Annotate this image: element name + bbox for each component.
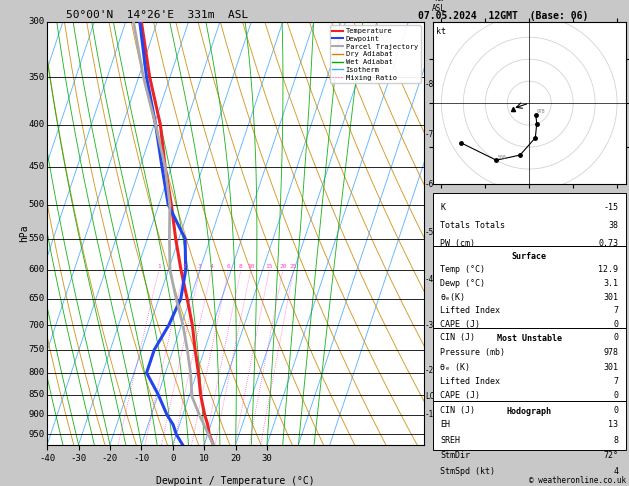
Text: 301: 301 (603, 293, 618, 301)
Text: km
ASL: km ASL (432, 0, 446, 14)
Text: CAPE (J): CAPE (J) (440, 391, 481, 400)
Text: 4: 4 (613, 467, 618, 476)
Text: 0: 0 (613, 391, 618, 400)
Text: 700: 700 (28, 321, 44, 330)
Text: EH: EH (440, 420, 450, 429)
Text: 38: 38 (608, 221, 618, 230)
Text: Dewpoint / Temperature (°C): Dewpoint / Temperature (°C) (156, 476, 315, 486)
Text: © weatheronline.co.uk: © weatheronline.co.uk (529, 476, 626, 485)
Text: 07.05.2024  12GMT  (Base: 06): 07.05.2024 12GMT (Base: 06) (418, 11, 589, 21)
Text: 800: 800 (28, 368, 44, 377)
Text: θₑ (K): θₑ (K) (440, 363, 470, 372)
Text: PW (cm): PW (cm) (440, 239, 476, 248)
Text: hPa: hPa (19, 225, 30, 242)
Text: -6: -6 (425, 179, 434, 189)
Text: Surface: Surface (512, 252, 547, 261)
Text: -5: -5 (425, 227, 434, 237)
Text: CAPE (J): CAPE (J) (440, 320, 481, 329)
Text: 1: 1 (157, 263, 160, 269)
Text: LCL: LCL (425, 392, 438, 401)
Text: Mixing Ratio (g/kg): Mixing Ratio (g/kg) (503, 232, 511, 319)
Text: 0: 0 (613, 406, 618, 415)
Text: 350: 350 (28, 72, 44, 82)
Text: CIN (J): CIN (J) (440, 406, 476, 415)
Text: Temp (°C): Temp (°C) (440, 265, 486, 274)
Text: 13: 13 (608, 420, 618, 429)
Bar (433, 328, 626, 400)
Text: 50°00'N  14°26'E  331m  ASL: 50°00'N 14°26'E 331m ASL (66, 10, 248, 20)
Text: 600: 600 (28, 265, 44, 275)
Text: Lifted Index: Lifted Index (440, 377, 500, 386)
Legend: Temperature, Dewpoint, Parcel Trajectory, Dry Adiabat, Wet Adiabat, Isotherm, Mi: Temperature, Dewpoint, Parcel Trajectory… (330, 25, 421, 83)
Text: -7: -7 (425, 130, 434, 139)
Text: K: K (440, 203, 445, 212)
Text: 900: 900 (28, 411, 44, 419)
Text: 978: 978 (603, 348, 618, 357)
Text: 550: 550 (28, 234, 44, 243)
Text: 20: 20 (279, 263, 287, 269)
Text: 300: 300 (28, 17, 44, 26)
Text: 3.1: 3.1 (603, 279, 618, 288)
Text: 650: 650 (28, 294, 44, 303)
Text: Most Unstable: Most Unstable (497, 334, 562, 343)
Text: 8: 8 (239, 263, 243, 269)
Text: 72°: 72° (603, 451, 618, 461)
Text: Dewp (°C): Dewp (°C) (440, 279, 486, 288)
Text: 25: 25 (290, 263, 298, 269)
Text: 4: 4 (209, 263, 213, 269)
Text: Totals Totals: Totals Totals (440, 221, 505, 230)
Bar (433, 400, 626, 450)
Text: 978: 978 (537, 109, 546, 114)
Text: -4: -4 (425, 275, 434, 284)
Bar (433, 193, 626, 245)
Text: 0: 0 (613, 333, 618, 342)
Text: CIN (J): CIN (J) (440, 333, 476, 342)
Text: 6: 6 (226, 263, 230, 269)
Text: kt: kt (437, 27, 447, 36)
Text: StmDir: StmDir (440, 451, 470, 461)
Text: -15: -15 (603, 203, 618, 212)
Text: 0.73: 0.73 (598, 239, 618, 248)
Text: 2: 2 (182, 263, 186, 269)
Text: 10: 10 (247, 263, 255, 269)
Text: Hodograph: Hodograph (507, 407, 552, 416)
Text: 15: 15 (265, 263, 273, 269)
Text: -1: -1 (425, 410, 434, 419)
Text: 850: 850 (28, 390, 44, 399)
Text: Lifted Index: Lifted Index (440, 306, 500, 315)
Text: Pressure (mb): Pressure (mb) (440, 348, 505, 357)
Text: 400: 400 (28, 121, 44, 129)
Text: 301: 301 (603, 363, 618, 372)
Text: 500: 500 (28, 200, 44, 209)
Text: -8: -8 (425, 80, 434, 88)
Text: -3: -3 (425, 321, 434, 330)
Text: 750: 750 (28, 345, 44, 354)
Text: 500: 500 (498, 155, 506, 160)
Text: SREH: SREH (440, 436, 460, 445)
Text: 3: 3 (198, 263, 202, 269)
Text: StmSpd (kt): StmSpd (kt) (440, 467, 495, 476)
Text: 7: 7 (613, 306, 618, 315)
Text: 12.9: 12.9 (598, 265, 618, 274)
Bar (433, 245, 626, 328)
Text: 950: 950 (28, 430, 44, 439)
Text: -2: -2 (425, 366, 434, 375)
Text: θₑ(K): θₑ(K) (440, 293, 465, 301)
Text: 0: 0 (613, 320, 618, 329)
Text: 8: 8 (613, 436, 618, 445)
Text: 450: 450 (28, 162, 44, 172)
Text: 7: 7 (613, 377, 618, 386)
